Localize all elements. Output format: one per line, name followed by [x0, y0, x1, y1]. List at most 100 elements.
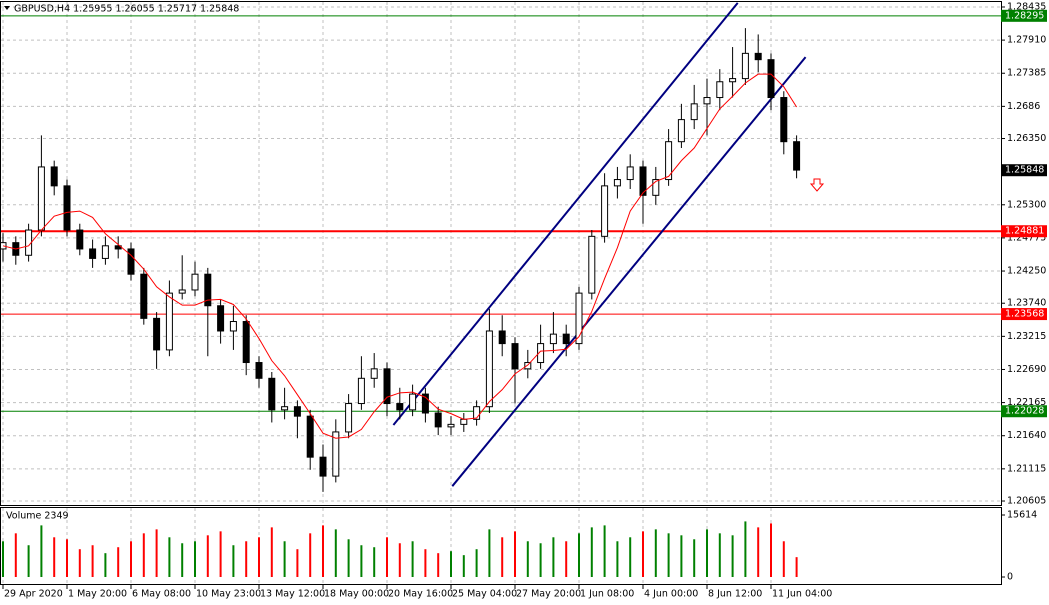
y-tick-label: 1.28435 — [1007, 1, 1046, 12]
y-tick-label: 1.27385 — [1007, 68, 1046, 79]
candle-body — [153, 317, 161, 351]
candle-body — [421, 393, 429, 414]
x-tick-label: 25 May 04:00 — [452, 589, 517, 600]
candle-body — [383, 368, 391, 405]
y-tick-label: 1.23215 — [1007, 331, 1046, 342]
candle-body — [690, 103, 698, 121]
level-label: 1.22028 — [1005, 406, 1044, 417]
candle-body — [217, 305, 225, 332]
candle-body — [319, 456, 327, 477]
candle-body — [255, 362, 263, 379]
candle-body — [665, 141, 673, 181]
trendline — [451, 56, 807, 487]
menu-triangle — [4, 6, 10, 10]
candle-body — [498, 330, 506, 345]
volume-tick-label: 15614 — [1007, 510, 1037, 521]
candle-body — [639, 166, 647, 196]
candle-body — [370, 368, 378, 379]
candle-body — [396, 403, 404, 411]
candle-body — [89, 248, 97, 259]
x-tick-label: 29 Apr 2020 — [4, 589, 63, 600]
level-label: 1.24881 — [1005, 226, 1044, 237]
x-tick-label: 6 May 08:00 — [132, 589, 191, 600]
candle-body — [50, 166, 58, 187]
candle-body — [549, 333, 557, 345]
candle-body — [562, 333, 570, 345]
candle-body — [575, 292, 583, 345]
x-tick-label: 10 May 23:00 — [196, 589, 261, 600]
volume-label: Volume 2349 — [6, 511, 69, 522]
candle-body — [306, 415, 314, 458]
y-tick-label: 1.22690 — [1007, 364, 1046, 375]
candle-body — [613, 179, 621, 187]
candle-body — [165, 292, 173, 351]
candle-body — [754, 52, 762, 61]
candle-body — [229, 321, 237, 332]
candle-body — [191, 273, 199, 291]
x-tick-label: 27 May 20:00 — [516, 589, 581, 600]
price-box — [1001, 164, 1047, 177]
y-tick-label: 1.20605 — [1007, 496, 1046, 507]
volume-area — [2, 521, 798, 577]
level-label: 1.28295 — [1005, 10, 1044, 21]
candle-body — [242, 321, 250, 364]
candle-body — [178, 289, 186, 294]
current-price: 1.25848 — [1005, 165, 1044, 176]
candle-body — [767, 59, 775, 99]
level-box — [1001, 308, 1047, 321]
chart-title: GBPUSD,H4 1.25955 1.26055 1.25717 1.2584… — [14, 4, 239, 15]
y-tick-label: 1.24775 — [1007, 232, 1046, 243]
y-tick-label: 1.25300 — [1007, 199, 1046, 210]
y-tick-label: 1.21640 — [1007, 430, 1046, 441]
candle-body — [345, 403, 353, 433]
candle-body — [601, 185, 609, 237]
candle-body — [485, 330, 493, 408]
candle-body — [677, 119, 685, 143]
y-tick-label: 1.27910 — [1007, 35, 1046, 46]
trendline — [392, 2, 739, 426]
candle-body — [793, 141, 801, 171]
candle-body — [268, 377, 276, 411]
candle-body — [780, 97, 788, 143]
candle-body — [63, 185, 71, 231]
x-tick-label: 1 Jun 08:00 — [580, 589, 634, 600]
candle-body — [37, 166, 45, 231]
candle-body — [460, 418, 468, 425]
plot-area — [1, 2, 1001, 492]
y-tick-label: 1.26350 — [1007, 133, 1046, 144]
candle-body — [524, 362, 532, 370]
candle-body — [703, 97, 711, 105]
level-box — [1001, 225, 1047, 238]
candle-body — [293, 406, 301, 417]
candle-body — [741, 52, 749, 80]
candle-body — [127, 248, 135, 275]
candle-body — [140, 273, 148, 319]
price-panel — [0, 1, 1002, 506]
candle-body — [511, 343, 519, 370]
candle-body — [101, 245, 109, 259]
y-tick-label: 1.21115 — [1007, 463, 1046, 474]
candle-body — [652, 179, 660, 196]
x-tick-label: 13 May 12:00 — [260, 589, 325, 600]
moving-average — [2, 73, 798, 439]
level-label: 1.23568 — [1005, 309, 1044, 320]
candle-body — [473, 406, 481, 420]
y-tick-label: 1.24250 — [1007, 266, 1046, 277]
level-box — [1001, 9, 1047, 22]
candle-body — [409, 393, 417, 411]
candle-body — [626, 166, 634, 181]
volume-panel — [0, 507, 1002, 585]
x-tick-label: 20 May 16:00 — [388, 589, 453, 600]
volume-tick-label: 0 — [1007, 572, 1013, 583]
candle-body — [332, 431, 340, 477]
candle-body — [729, 78, 737, 83]
y-tick-label: 1.2686 — [1007, 101, 1040, 112]
candle-body — [716, 81, 724, 99]
level-box — [1001, 405, 1047, 418]
x-tick-label: 11 Jun 04:00 — [772, 589, 832, 600]
candle-body — [537, 343, 545, 364]
x-tick-label: 18 May 00:00 — [324, 589, 389, 600]
candle-body — [447, 423, 455, 428]
